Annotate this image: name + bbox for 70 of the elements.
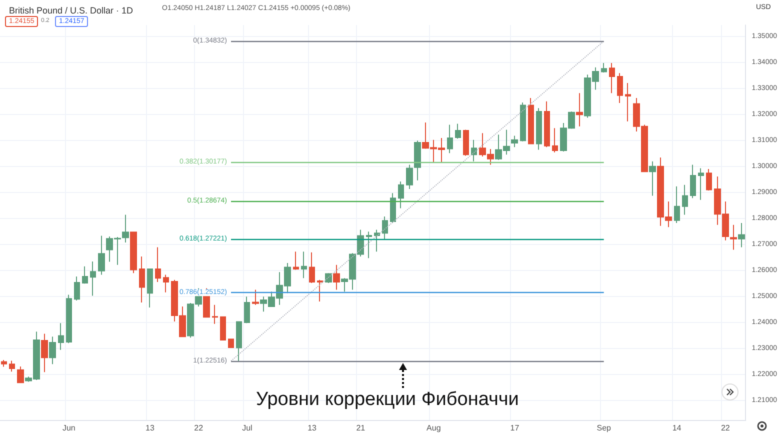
- candlestick: [244, 296, 250, 324]
- candlestick: [528, 98, 534, 145]
- candlestick: [536, 108, 542, 150]
- candlestick: [90, 260, 96, 296]
- candlestick: [544, 100, 550, 148]
- annotation: Уровни коррекции Фибоначчи: [256, 389, 519, 411]
- candlestick: [66, 294, 72, 344]
- candlestick: [601, 62, 607, 74]
- x-tick-label: 21: [356, 424, 366, 432]
- candlestick: [674, 186, 680, 224]
- candlestick: [309, 252, 315, 284]
- x-tick-label: 13: [308, 424, 318, 432]
- candlestick: [212, 304, 218, 324]
- candlestick: [398, 180, 404, 209]
- candlestick: [682, 184, 688, 216]
- candlestick: [220, 316, 226, 341]
- candlestick: [163, 274, 169, 293]
- candlestick: [325, 272, 332, 284]
- x-tick-label: Jul: [242, 424, 253, 432]
- candlestick: [738, 222, 745, 248]
- x-tick-label: 13: [145, 424, 155, 432]
- candlestick: [690, 164, 696, 199]
- candlestick: [576, 92, 583, 127]
- candlestick: [98, 235, 105, 276]
- candlestick: [455, 123, 461, 140]
- candlestick: [293, 251, 299, 270]
- candlestick: [317, 279, 323, 302]
- candlestick: [155, 246, 161, 283]
- x-tick-label: 22: [720, 424, 730, 432]
- candlestick: [139, 256, 145, 304]
- x-tick-label: 17: [510, 424, 520, 432]
- candlestick: [374, 229, 380, 252]
- x-tick-label: Sep: [596, 424, 612, 432]
- candlestick: [333, 264, 340, 290]
- candlestick: [552, 128, 558, 153]
- candlestick: [447, 124, 453, 154]
- candlestick: [382, 216, 388, 240]
- candlestick: [41, 333, 48, 373]
- x-tick-label: 22: [194, 424, 204, 432]
- candlestick: [74, 276, 80, 301]
- candlestick: [463, 129, 469, 156]
- candlestick: [58, 322, 64, 350]
- candlestick: [9, 360, 15, 372]
- candlestick: [471, 139, 477, 162]
- candlestick: [511, 135, 518, 148]
- candlestick: [520, 102, 526, 142]
- candlestick: [649, 160, 656, 196]
- candlestick: [617, 72, 623, 104]
- candlestick: [49, 336, 56, 365]
- x-tick-label: 14: [672, 424, 682, 432]
- candlestick: [301, 251, 307, 279]
- x-tick-label: Aug: [426, 424, 441, 432]
- candlestick: [82, 266, 88, 284]
- candlestick: [130, 231, 137, 274]
- chart-title: British Pound / U.S. Dollar · 1D: [9, 6, 134, 16]
- x-tick-label: Jun: [62, 424, 76, 432]
- candlestick: [390, 192, 396, 224]
- candlestick: [1, 359, 7, 368]
- candlestick: [706, 168, 712, 192]
- candlestick: [366, 231, 372, 259]
- candlestick: [228, 338, 234, 348]
- candlestick: [698, 168, 704, 200]
- candlestick: [625, 82, 631, 122]
- candlestick: [609, 62, 615, 94]
- candlestick: [252, 289, 259, 306]
- candlestick: [147, 268, 153, 308]
- candlestick: [730, 224, 737, 250]
- candlestick: [236, 321, 242, 362]
- candlestick: [122, 214, 129, 244]
- candlestick: [17, 366, 24, 384]
